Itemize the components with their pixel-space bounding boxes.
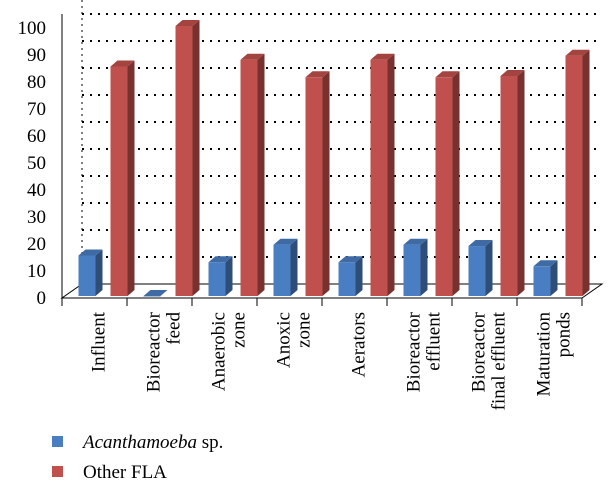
legend-item-other-fla: Other FLA [52,462,167,484]
bar-other-fla-7 [565,55,583,297]
bar-top [565,49,590,56]
y-tick-label: 0 [37,288,47,309]
category-label: Bioreactorfeed [144,311,185,392]
bar-top [143,290,168,296]
bar-top [500,69,525,76]
bar-acanthamoeba-1 [143,296,161,297]
y-tick-label: 90 [27,45,46,66]
bar-side [322,71,330,296]
bar-top [468,240,493,247]
bar-side [95,249,103,296]
legend-label-acanthamoeba-italic: Acanthamoeba [83,432,197,453]
y-tick-label: 70 [27,99,46,120]
bar-other-fla-4 [370,59,388,296]
bar-side [192,20,200,296]
category-label: Aerators [349,312,370,377]
bar-acanthamoeba-3 [273,244,291,296]
bar-side [582,49,590,297]
bar-other-fla-0 [110,66,128,296]
bar-top [240,53,265,60]
y-tick-label: 100 [18,18,47,39]
y-tick-label: 40 [27,180,46,201]
bar-top [208,256,233,263]
category-label: Anaerobiczone [209,312,250,391]
bar-top [370,53,395,60]
y-tick-label: 10 [27,261,46,282]
bar-top [435,71,460,78]
bar-other-fla-3 [305,77,323,296]
axes [60,0,604,306]
legend-label-other-fla: Other FLA [83,462,167,483]
bar-side [420,238,428,296]
bar-other-fla-1 [175,26,193,296]
category-labels: Influent Bioreactorfeed Anaerobiczone Anoxi… [89,311,575,410]
bar-acanthamoeba-5 [403,244,421,296]
bar-top [533,260,558,267]
bar-top [338,256,363,263]
y-tick-label: 20 [27,234,46,255]
bar-other-fla-5 [435,77,453,296]
bar-side [550,260,558,296]
y-tick-label: 80 [27,72,46,93]
bar-top [110,60,135,67]
legend-swatch-acanthamoeba [52,436,63,448]
bar-acanthamoeba-0 [78,255,96,296]
bar-side [485,240,493,296]
bar-top [403,238,428,245]
bar-side [290,238,298,296]
bar-acanthamoeba-2 [208,262,226,296]
bar-side [225,256,233,296]
bar-top [305,71,330,78]
y-tick-label: 30 [27,207,46,228]
bar-top [78,249,103,256]
bar-acanthamoeba-6 [468,246,486,296]
y-tick-labels: 0 10 20 30 40 50 60 70 80 90 100 [18,18,47,309]
chart-floor [60,283,604,299]
bar-other-fla-6 [500,75,518,296]
bars [78,20,590,297]
category-label: Anoxiczone [274,312,315,368]
category-label: Bioreactoreffluent [404,311,445,392]
bar-acanthamoeba-7 [533,266,551,296]
bar-side [127,60,135,296]
bar-side [452,71,460,296]
bar-side [517,69,525,296]
y-tick-label: 60 [27,126,46,147]
category-label: Maturationponds [534,312,575,397]
bar-side [355,256,363,296]
category-label: Bioreactorfinal effluent [469,311,510,410]
bar-other-fla-2 [240,59,258,296]
legend-label-acanthamoeba-rest: sp. [196,432,224,453]
legend-swatch-other-fla [52,466,63,478]
category-label: Influent [89,311,110,372]
legend-item-acanthamoeba: Acanthamoeba sp. [52,432,223,454]
y-tick-label: 50 [27,153,46,174]
bar-side [257,53,265,296]
bar-top [175,20,200,26]
bar-acanthamoeba-4 [338,262,356,296]
bar-side [387,53,395,296]
bar-chart: 0 10 20 30 40 50 60 70 80 90 100 Influent Bioreacto… [18,0,604,410]
bar-top [273,238,298,245]
